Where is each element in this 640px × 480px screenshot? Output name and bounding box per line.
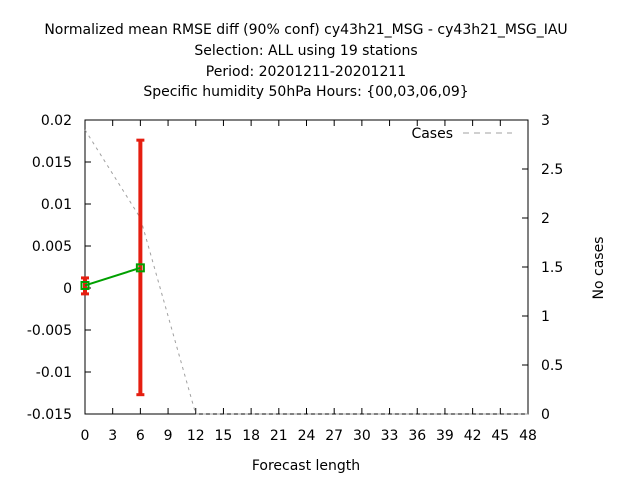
x-tick-label: 48: [519, 428, 537, 444]
x-tick-label: 21: [270, 428, 288, 444]
title-line-4: Specific humidity 50hPa Hours: {00,03,06…: [143, 84, 468, 100]
x-tick-label: 9: [164, 428, 173, 444]
y2-tick-label: 1: [541, 309, 550, 325]
y-tick-label: 0: [63, 281, 72, 297]
diff-point: [135, 263, 145, 273]
title-line-1: Normalized mean RMSE diff (90% conf) cy4…: [44, 22, 567, 38]
x-tick-label: 33: [381, 428, 399, 444]
y-axis-right: 3 2.5 2 1.5 1 0.5 0: [522, 113, 563, 423]
x-tick-label: 42: [464, 428, 482, 444]
x-tick-label: 30: [353, 428, 371, 444]
y-tick-label: -0.015: [27, 407, 72, 423]
y-tick-label: 0.02: [41, 113, 72, 129]
y-tick-label: -0.01: [36, 365, 72, 381]
y2-axis-label: No cases: [591, 237, 607, 300]
x-tick-label: 12: [187, 428, 205, 444]
legend-label-cases: Cases: [411, 126, 453, 142]
x-tick-label: 0: [81, 428, 90, 444]
chart-title: Normalized mean RMSE diff (90% conf) cy4…: [44, 22, 567, 100]
title-line-3: Period: 20201211-20201211: [206, 64, 406, 80]
y2-tick-label: 0: [541, 407, 550, 423]
x-tick-label: 6: [136, 428, 145, 444]
y2-tick-label: 2: [541, 211, 550, 227]
y2-tick-label: 3: [541, 113, 550, 129]
legend: Cases: [411, 126, 512, 142]
diff-line: [84, 266, 141, 287]
error-bar: [136, 138, 145, 397]
y-axis-left: 0.02 0.015 0.01 0.005 0 -0.005 -0.01 -0.015: [27, 113, 91, 423]
series-layer: [80, 129, 528, 415]
y-tick-label: 0.005: [32, 239, 72, 255]
x-tick-label: 36: [408, 428, 426, 444]
y-tick-label: -0.005: [27, 323, 72, 339]
x-tick-label: 24: [298, 428, 316, 444]
x-axis-label: Forecast length: [252, 458, 360, 474]
x-tick-label: 3: [108, 428, 117, 444]
x-tick-label: 27: [325, 428, 343, 444]
y2-tick-label: 2.5: [541, 162, 563, 178]
y-tick-label: 0.01: [41, 197, 72, 213]
x-axis: 0 3 6 9 12 15 18 21 24 27 30 33 36 39 42 45 48: [81, 120, 537, 444]
y2-tick-label: 1.5: [541, 260, 563, 276]
title-line-2: Selection: ALL using 19 stations: [194, 43, 417, 59]
x-tick-label: 18: [242, 428, 260, 444]
plot-area-border: [84, 119, 529, 415]
x-tick-label: 45: [491, 428, 509, 444]
y2-tick-label: 0.5: [541, 358, 563, 374]
diff-point: [80, 280, 90, 290]
x-tick-label: 39: [436, 428, 454, 444]
cases-line: [84, 129, 528, 415]
y-tick-label: 0.015: [32, 155, 72, 171]
x-tick-label: 15: [215, 428, 233, 444]
error-bar: [81, 276, 89, 296]
